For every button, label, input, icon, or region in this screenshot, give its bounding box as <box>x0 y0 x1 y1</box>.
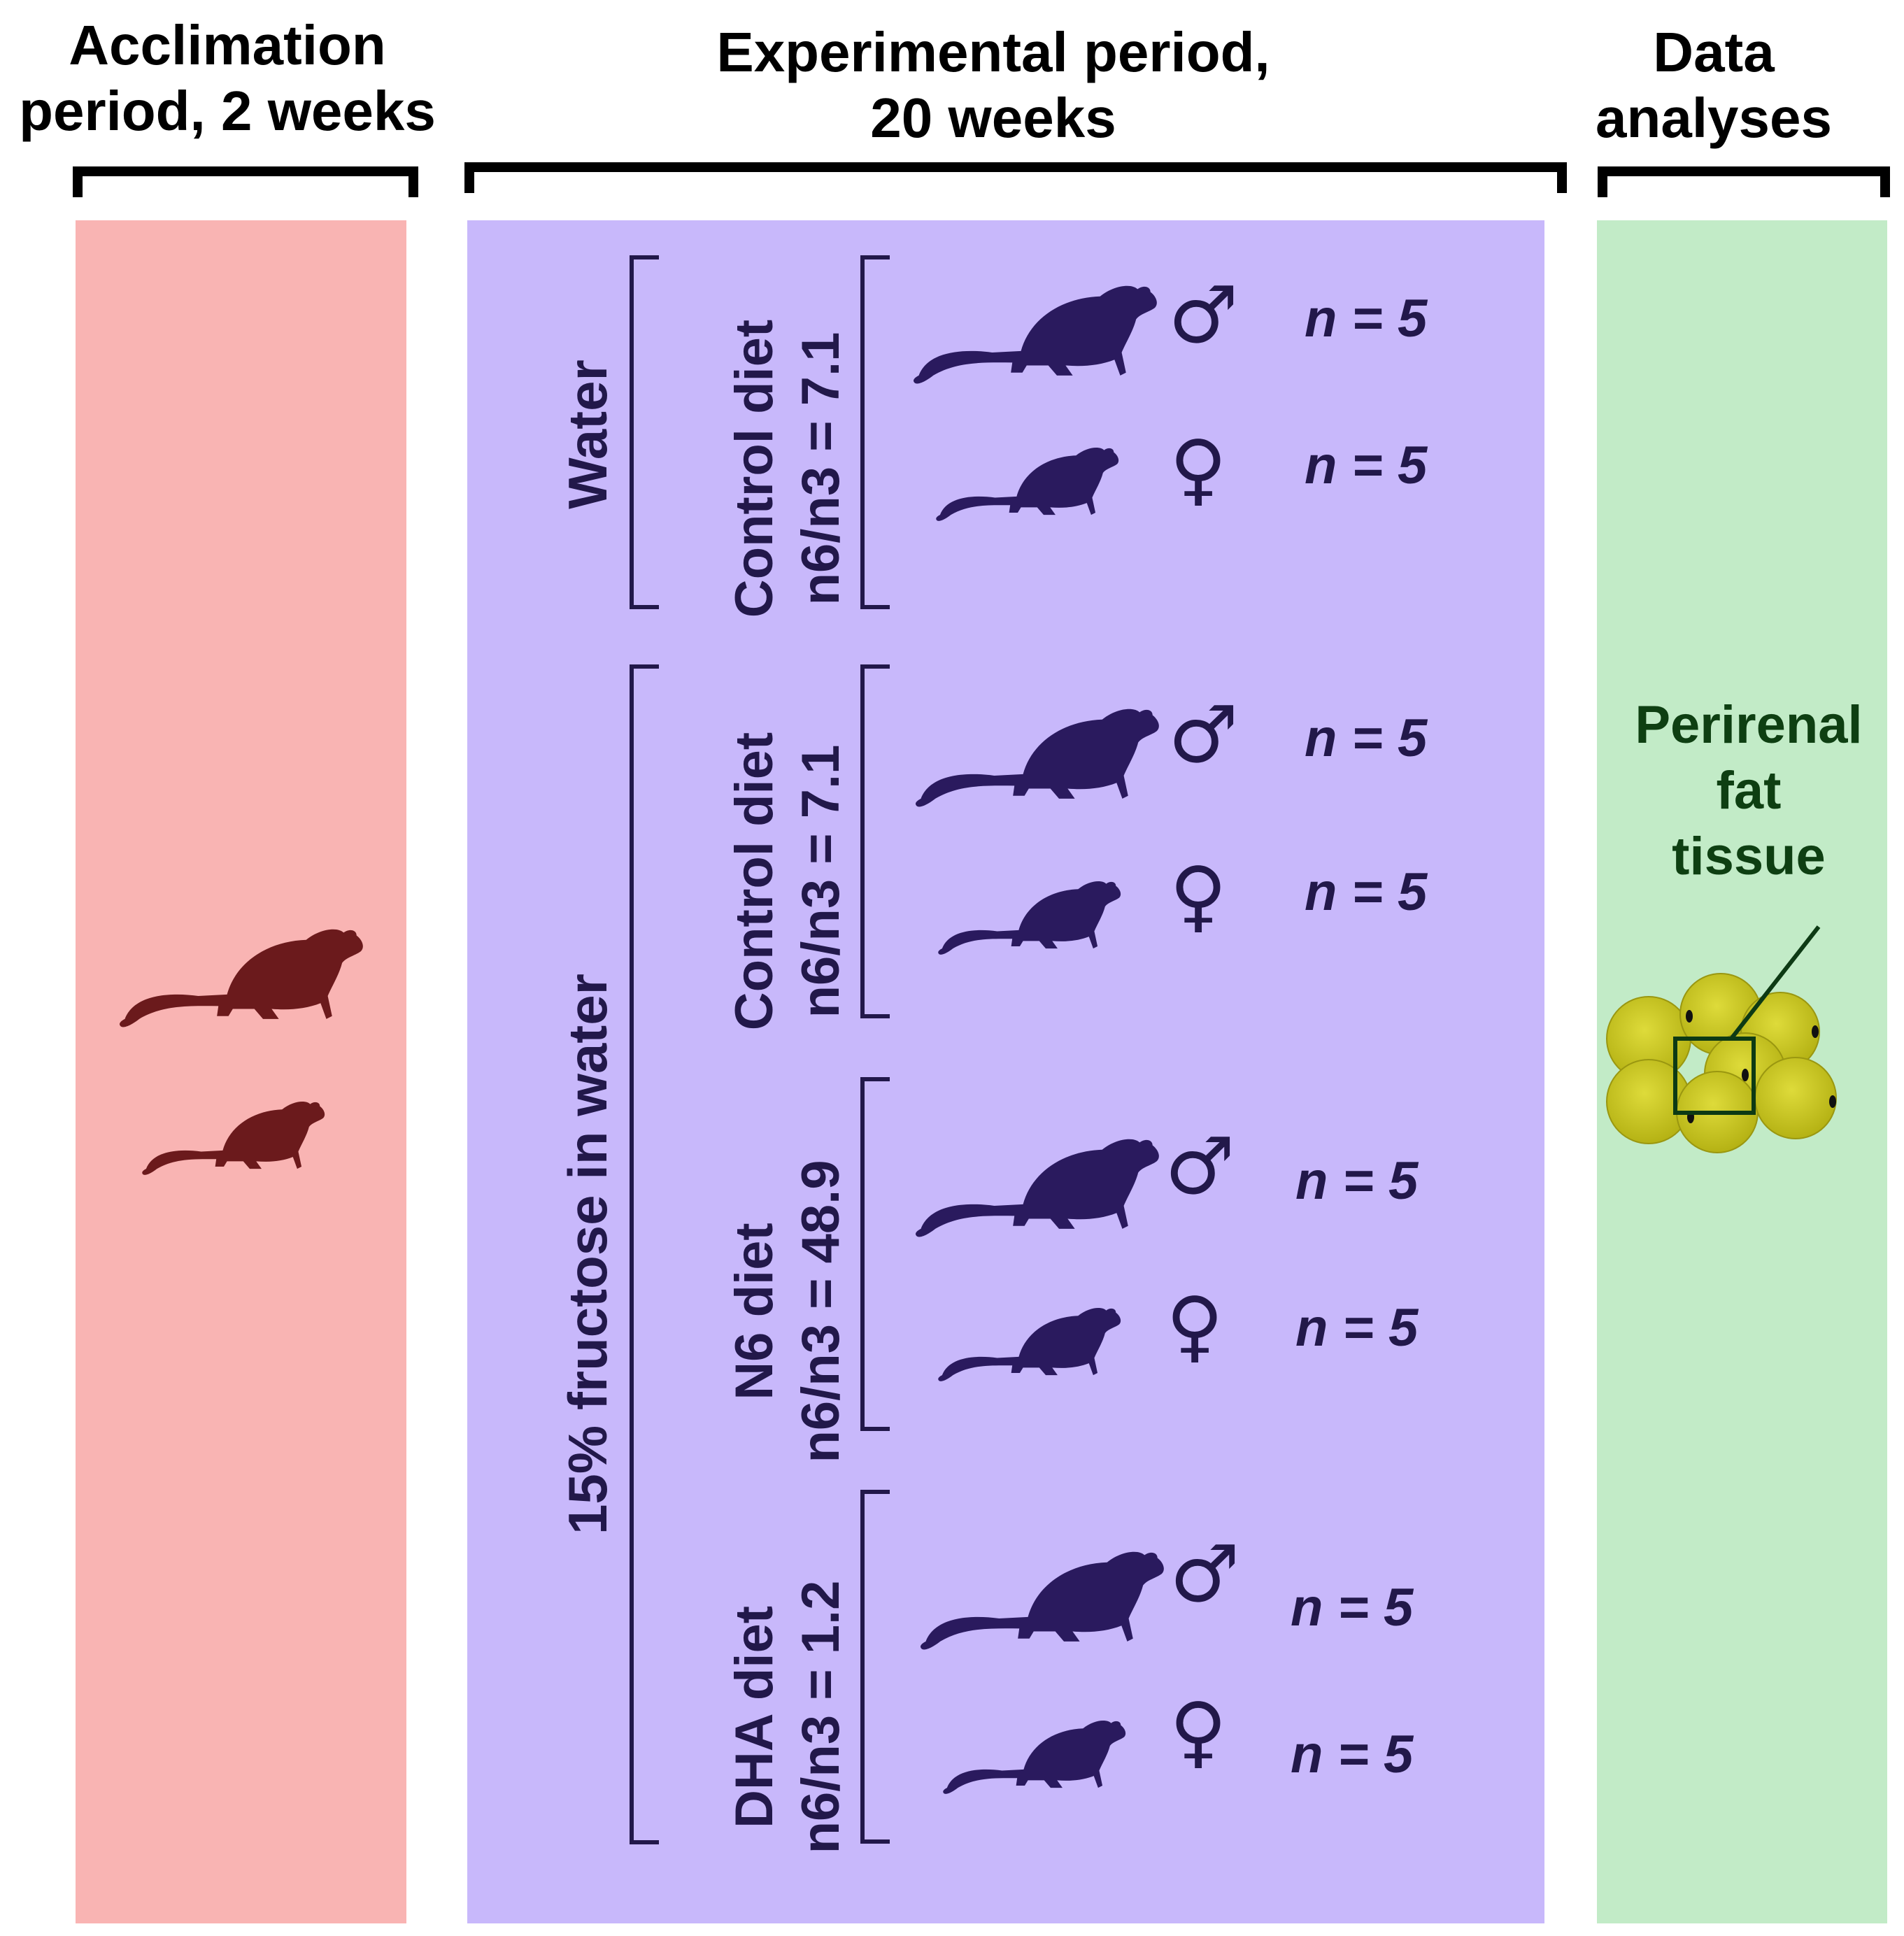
acclimation-header-line1: Acclimation <box>69 14 386 76</box>
rat-icon <box>937 1707 1126 1799</box>
sample-size-female: n = 5 <box>1305 862 1427 923</box>
diet-label: N6 diet n6/n3 = 48.9 <box>721 1137 854 1486</box>
diet-ratio: n6/n3 = 1.2 <box>791 1580 851 1854</box>
experimental-header: Experimental period, 20 weeks <box>469 20 1518 151</box>
sample-size-female: n = 5 <box>1295 1297 1418 1358</box>
experimental-header-line1: Experimental period, <box>716 21 1270 83</box>
male-symbol: ♂ <box>1168 270 1239 361</box>
rat-icon <box>908 1119 1160 1245</box>
rat-icon <box>908 689 1160 815</box>
analyses-header-line1: Data <box>1653 21 1775 83</box>
sample-size-male: n = 5 <box>1305 288 1427 349</box>
rat-icon <box>932 867 1121 960</box>
diet-label: Control diet n6/n3 = 7.1 <box>721 294 854 643</box>
diet-name: N6 diet <box>725 1223 784 1400</box>
diet-name: Control diet <box>725 732 784 1031</box>
female-symbol: ♀ <box>1166 1281 1224 1372</box>
group-bracket-water <box>630 255 659 609</box>
sample-size-text: n = 5 <box>1305 436 1428 495</box>
acclimation-bracket <box>73 166 418 197</box>
rat-icon <box>930 434 1119 526</box>
rat-icon <box>913 1532 1165 1658</box>
diet-bracket <box>860 664 890 1018</box>
diet-bracket <box>860 255 890 609</box>
sample-size-text: n = 5 <box>1305 289 1428 348</box>
female-symbol: ♀ <box>1170 424 1228 515</box>
female-symbol: ♀ <box>1170 1686 1228 1777</box>
tissue-label-line3: tissue <box>1672 827 1826 886</box>
group-label-fructose: 15% fructose in water <box>557 974 618 1535</box>
sample-size-text: n = 5 <box>1295 1298 1419 1358</box>
diet-bracket <box>860 1490 890 1844</box>
experimental-bracket <box>464 162 1567 193</box>
perirenal-fat-label: Perirenal fat tissue <box>1609 692 1889 890</box>
group-label-water: Water <box>557 360 618 509</box>
tissue-label-line1: Perirenal <box>1635 695 1863 755</box>
analyses-header-line2: analyses <box>1595 87 1833 149</box>
tissue-label-line2: fat <box>1716 761 1782 820</box>
sample-size-male: n = 5 <box>1305 708 1427 769</box>
female-symbol: ♀ <box>1170 850 1228 941</box>
sample-size-male: n = 5 <box>1295 1151 1418 1211</box>
diet-bracket <box>860 1077 890 1431</box>
male-symbol: ♂ <box>1170 1529 1240 1620</box>
rat-icon <box>932 1294 1121 1386</box>
sample-size-text: n = 5 <box>1291 1725 1414 1784</box>
analyses-bracket <box>1598 166 1890 197</box>
rat-icon <box>136 1088 325 1180</box>
diet-name: Control diet <box>725 319 784 618</box>
diet-name: DHA diet <box>725 1605 784 1829</box>
sample-size-female: n = 5 <box>1291 1724 1413 1785</box>
male-symbol: ♂ <box>1168 690 1239 781</box>
sample-size-text: n = 5 <box>1295 1151 1419 1211</box>
male-symbol: ♂ <box>1165 1121 1235 1212</box>
adipocyte-cluster-icon <box>1606 925 1837 1153</box>
diet-label: DHA diet n6/n3 = 1.2 <box>721 1542 854 1892</box>
sample-size-text: n = 5 <box>1305 709 1428 768</box>
group-bracket-fructose <box>630 664 659 1844</box>
rat-icon <box>906 266 1158 392</box>
sample-size-text: n = 5 <box>1305 862 1428 922</box>
acclimation-header: Acclimation period, 2 weeks <box>0 13 455 144</box>
sample-size-male: n = 5 <box>1291 1577 1413 1638</box>
diet-ratio: n6/n3 = 7.1 <box>791 332 851 606</box>
diet-ratio: n6/n3 = 7.1 <box>791 744 851 1018</box>
acclimation-panel <box>76 220 406 1923</box>
sample-size-female: n = 5 <box>1305 435 1427 496</box>
acclimation-header-line2: period, 2 weeks <box>19 80 436 142</box>
analyses-header: Data analyses <box>1567 20 1861 151</box>
diet-ratio: n6/n3 = 48.9 <box>791 1160 851 1463</box>
experimental-header-line2: 20 weeks <box>870 87 1116 149</box>
sample-size-text: n = 5 <box>1291 1578 1414 1637</box>
rat-icon <box>112 909 364 1035</box>
diet-label: Control diet n6/n3 = 7.1 <box>721 706 854 1056</box>
